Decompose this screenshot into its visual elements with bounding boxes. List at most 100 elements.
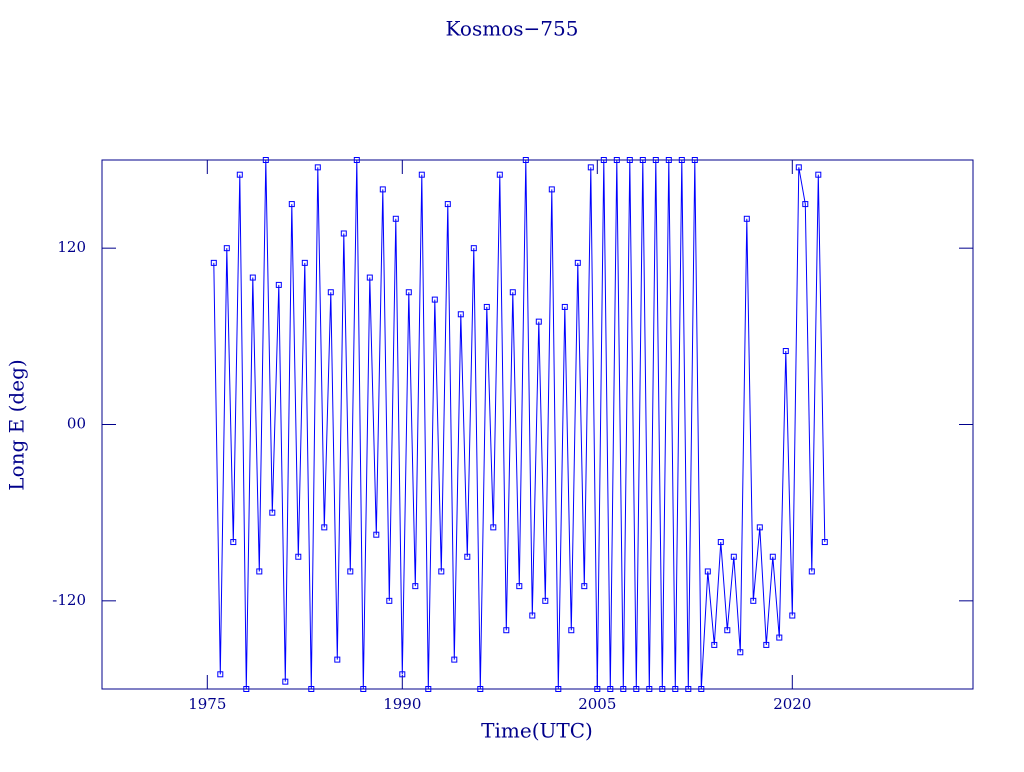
point-marker <box>769 553 776 560</box>
point-marker <box>477 686 484 692</box>
point-marker <box>633 686 640 692</box>
point-marker <box>685 686 692 692</box>
point-marker <box>574 259 581 266</box>
point-marker <box>483 303 490 310</box>
point-marker <box>704 568 711 575</box>
point-marker <box>457 311 464 318</box>
point-marker <box>535 318 542 325</box>
point-marker <box>379 186 386 193</box>
point-marker <box>776 634 783 641</box>
point-marker <box>730 553 737 560</box>
point-marker <box>451 656 458 663</box>
point-marker <box>548 186 555 193</box>
point-marker <box>269 509 276 516</box>
point-marker <box>301 259 308 266</box>
point-marker <box>399 671 406 678</box>
point-marker <box>808 568 815 575</box>
point-marker <box>555 686 562 692</box>
point-marker <box>217 671 224 678</box>
point-marker <box>230 539 237 546</box>
point-marker <box>223 245 230 252</box>
point-marker <box>522 157 529 163</box>
point-marker <box>386 597 393 604</box>
point-marker <box>724 627 731 634</box>
point-marker <box>275 281 282 288</box>
point-marker <box>249 274 256 281</box>
point-marker <box>392 215 399 222</box>
point-marker <box>496 171 503 178</box>
plot-frame <box>101 159 974 690</box>
point-marker <box>425 686 432 692</box>
y-axis-label: Long E (deg) <box>5 359 29 490</box>
point-marker <box>665 157 672 163</box>
point-marker <box>626 157 633 163</box>
point-marker <box>308 686 315 692</box>
point-marker <box>438 568 445 575</box>
point-marker <box>737 649 744 656</box>
point-marker <box>256 568 263 575</box>
point-marker <box>353 157 360 163</box>
point-marker <box>503 627 510 634</box>
x-tick-label: 1990 <box>383 695 421 713</box>
point-marker <box>321 524 328 531</box>
point-marker <box>470 245 477 252</box>
x-tick-label: 1975 <box>188 695 226 713</box>
point-marker <box>620 686 627 692</box>
point-marker <box>756 524 763 531</box>
point-marker <box>561 303 568 310</box>
point-marker <box>282 678 289 685</box>
point-marker <box>431 296 438 303</box>
point-marker <box>711 641 718 648</box>
point-marker <box>815 171 822 178</box>
point-marker <box>802 201 809 208</box>
point-marker <box>327 289 334 296</box>
point-marker <box>464 553 471 560</box>
point-marker <box>821 539 828 546</box>
y-tick-label: 00 <box>67 415 86 433</box>
point-marker <box>529 612 536 619</box>
point-marker <box>340 230 347 237</box>
x-tick-label: 2005 <box>578 695 616 713</box>
point-marker <box>782 348 789 355</box>
point-marker <box>516 583 523 590</box>
point-marker <box>490 524 497 531</box>
chart-title: Kosmos−755 <box>446 17 579 41</box>
point-marker <box>405 289 412 296</box>
point-marker <box>373 531 380 538</box>
point-marker <box>698 686 705 692</box>
point-marker <box>672 686 679 692</box>
point-marker <box>613 157 620 163</box>
point-marker <box>789 612 796 619</box>
y-tick-label: -120 <box>52 591 86 609</box>
point-marker <box>795 164 802 171</box>
point-marker <box>366 274 373 281</box>
point-marker <box>210 259 217 266</box>
point-marker <box>750 597 757 604</box>
point-marker <box>262 157 269 163</box>
point-marker <box>743 215 750 222</box>
y-tick-label: 120 <box>57 238 86 256</box>
point-marker <box>717 539 724 546</box>
point-marker <box>594 686 601 692</box>
point-marker <box>334 656 341 663</box>
point-marker <box>243 686 250 692</box>
point-marker <box>412 583 419 590</box>
point-marker <box>763 641 770 648</box>
point-marker <box>600 157 607 163</box>
point-marker <box>360 686 367 692</box>
point-marker <box>444 201 451 208</box>
point-marker <box>639 157 646 163</box>
point-marker <box>347 568 354 575</box>
x-axis-label: Time(UTC) <box>481 719 593 743</box>
series-line <box>213 159 826 690</box>
point-marker <box>288 201 295 208</box>
point-marker <box>581 583 588 590</box>
point-marker <box>542 597 549 604</box>
point-marker <box>314 164 321 171</box>
point-marker <box>646 686 653 692</box>
point-marker <box>418 171 425 178</box>
point-marker <box>509 289 516 296</box>
point-marker <box>295 553 302 560</box>
point-marker <box>678 157 685 163</box>
